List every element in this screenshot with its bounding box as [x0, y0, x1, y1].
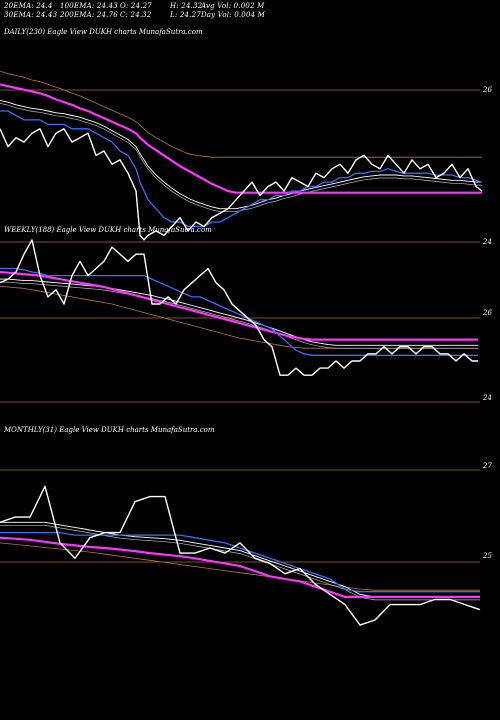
daily-tick-top: 26 — [483, 86, 492, 94]
header-ema200: 200EMA: 24.76 — [60, 11, 118, 19]
ema-mid-line — [0, 521, 480, 598]
header-ema30: 30EMA: 24.43 — [4, 11, 58, 19]
header-ema100: 100EMA: 24.43 — [60, 2, 118, 10]
daily-tick-bottom: 24 — [483, 238, 492, 246]
price-line — [0, 485, 481, 626]
ema-short-line — [0, 267, 478, 356]
chart-panel-0 — [0, 70, 483, 243]
price-line — [0, 128, 483, 241]
monthly-tick-top: 27 — [483, 462, 492, 470]
weekly-tick-bottom: 24 — [483, 394, 492, 402]
ema-mid-line-secondary — [0, 524, 480, 601]
chart-panel-2 — [0, 469, 481, 626]
header-avgvol: Avg Vol: 0.002 M — [201, 2, 265, 10]
ema-long-line — [0, 536, 480, 599]
ema-short-line — [0, 110, 483, 228]
header-dayvol: Day Vol: 0.004 M — [201, 11, 266, 19]
ema-long-line — [0, 83, 482, 194]
chart-panel-1 — [0, 239, 480, 403]
header-close: C: 24.32 — [120, 11, 152, 19]
monthly-tick-bottom: 25 — [483, 552, 492, 560]
daily-chart-title: DAILY(230) Eagle View DUKH charts Munafa… — [4, 28, 203, 36]
ema-short-line — [0, 531, 480, 593]
weekly-tick-top: 26 — [483, 309, 492, 317]
ema-mid-line — [0, 278, 478, 346]
header-low: L: 24.27 — [170, 11, 201, 19]
ema-mid-line-secondary — [0, 103, 482, 213]
ema-mid-line — [0, 99, 482, 210]
monthly-chart-title: MONTHLY(31) Eagle View DUKH charts Munaf… — [4, 426, 215, 434]
header-ema20: 20EMA: 24.4 — [4, 2, 53, 10]
price-line — [0, 239, 478, 376]
ema-band-line — [0, 70, 482, 158]
header-open: O: 24.27 — [120, 2, 152, 10]
weekly-chart-title: WEEKLY(188) Eagle View DUKH charts Munaf… — [4, 226, 212, 234]
ema-long-line — [0, 270, 478, 341]
header-high: H: 24.32 — [170, 2, 203, 10]
ema-mid-line-secondary — [0, 281, 478, 349]
